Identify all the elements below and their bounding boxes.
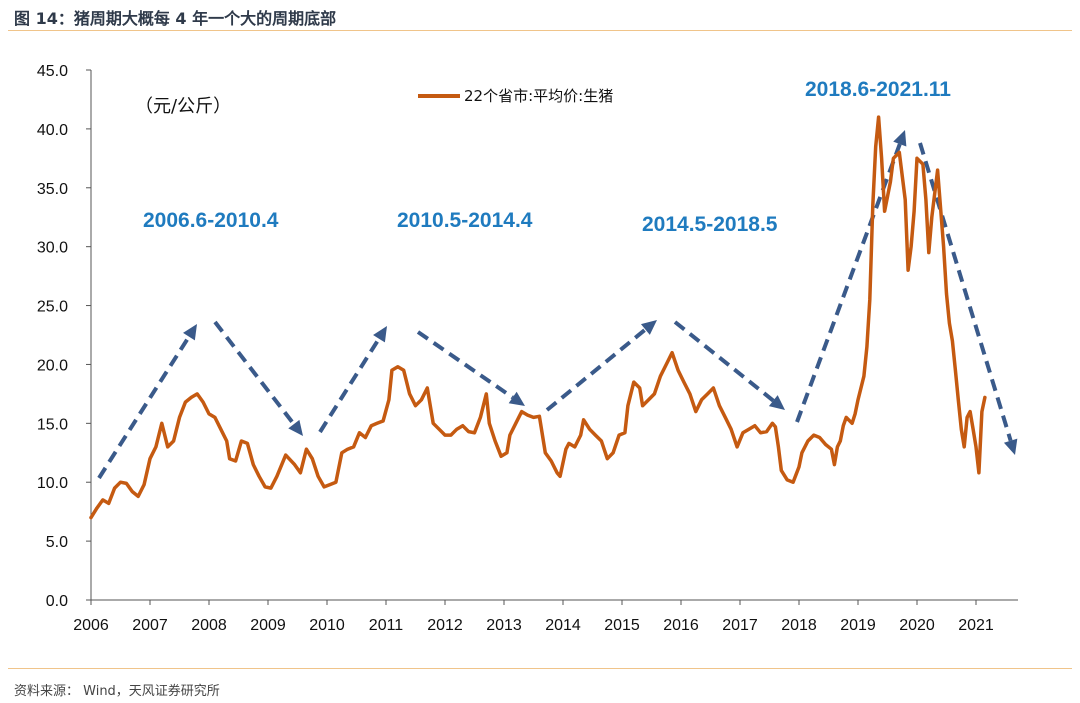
x-tick-label: 2015	[604, 617, 640, 634]
period-label-3: 2014.5-2018.5	[642, 213, 778, 236]
trend-arrow-head	[183, 324, 197, 341]
trend-arrow-head	[508, 391, 525, 406]
trend-arrow-line	[213, 320, 296, 426]
x-tick-label: 2007	[132, 617, 168, 634]
x-tick-label: 2021	[958, 617, 994, 634]
x-tick-label: 2017	[722, 617, 758, 634]
axes	[90, 70, 1018, 601]
x-tick-label: 2009	[250, 617, 286, 634]
y-tick-label: 5.0	[46, 534, 68, 551]
legend-label: 22个省市:平均价:生猪	[464, 87, 613, 105]
trend-arrow-head	[640, 320, 657, 335]
y-tick-label: 15.0	[37, 416, 68, 433]
x-tick-label: 2010	[309, 617, 345, 634]
trend-arrows	[97, 130, 1018, 480]
y-tick-label: 40.0	[37, 122, 68, 139]
trend-arrow-head	[893, 130, 907, 147]
x-tick-label: 2012	[427, 617, 463, 634]
trend-arrow-line	[318, 337, 381, 434]
trend-arrow-head	[288, 419, 303, 436]
top-divider	[8, 30, 1072, 31]
x-tick-label: 2020	[899, 617, 935, 634]
legend: 22个省市:平均价:生猪	[418, 87, 613, 105]
y-tick-label: 10.0	[37, 475, 68, 492]
y-tick-label: 0.0	[46, 593, 68, 610]
bottom-divider	[8, 668, 1072, 669]
x-tick-label: 2014	[545, 617, 581, 634]
x-tick-label: 2019	[840, 617, 876, 634]
trend-arrow-line	[795, 143, 902, 423]
x-tick-label: 2016	[663, 617, 699, 634]
y-tick-label: 25.0	[37, 299, 68, 316]
trend-arrow-line	[97, 335, 191, 480]
figure-title: 图 14：猪周期大概每 4 年一个大的周期底部	[14, 9, 337, 28]
y-tick-label: 30.0	[37, 240, 68, 257]
series-line-pig-price	[89, 115, 987, 520]
trend-arrow-line	[673, 320, 775, 403]
trend-arrow-line	[918, 142, 1013, 442]
y-tick-label: 35.0	[37, 181, 68, 198]
period-label-1: 2006.6-2010.4	[143, 209, 279, 232]
trend-arrow-line	[545, 327, 647, 412]
x-tick-labels: 2006 2007 2008 2009 2010 2011 2012 2013 2014 2015…	[73, 600, 994, 634]
period-label-2: 2010.5-2014.4	[397, 209, 533, 232]
period-label-4: 2018.6-2021.11	[805, 78, 951, 101]
x-tick-label: 2008	[191, 617, 227, 634]
unit-label: （元/公斤）	[135, 96, 231, 117]
x-tick-label: 2006	[73, 617, 109, 634]
y-tick-label: 20.0	[37, 357, 68, 374]
x-tick-label: 2013	[486, 617, 522, 634]
x-tick-label: 2018	[781, 617, 817, 634]
source-note: 资料来源： Wind，天风证券研究所	[14, 684, 220, 699]
y-tick-label: 45.0	[37, 63, 68, 80]
trend-arrow-line	[416, 330, 514, 400]
y-tick-labels: 0.0 5.0 10.0 15.0 20.0 25.0 30.0 35.0 40.0 45.0	[37, 63, 91, 610]
trend-arrow-head	[1003, 438, 1018, 455]
x-tick-label: 2011	[369, 617, 404, 634]
trend-arrow-head	[768, 395, 785, 410]
trend-arrow-head	[373, 326, 387, 343]
